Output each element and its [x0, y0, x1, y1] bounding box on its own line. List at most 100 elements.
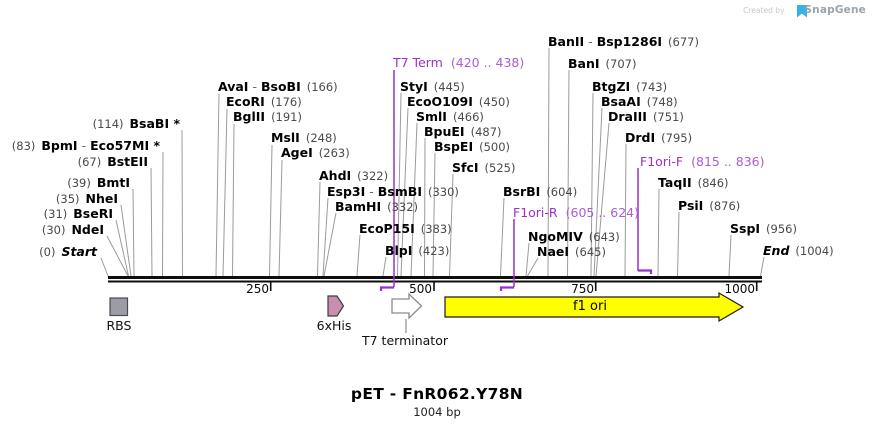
site-name: BstEII: [107, 154, 148, 169]
leader-line: [728, 234, 732, 277]
site-position: (0): [39, 245, 56, 259]
site-label-sfci[interactable]: SfcI (525): [452, 161, 515, 175]
site-label-bpuei[interactable]: BpuEI (487): [424, 125, 502, 139]
site-label-btgzi[interactable]: BtgZI (743): [592, 80, 667, 94]
site-name: SspI: [730, 221, 761, 236]
site-label-start[interactable]: (0) Start: [39, 245, 97, 259]
site-label-psii[interactable]: PsiI (876): [678, 199, 740, 213]
site-label-bseri[interactable]: (31) BseRI: [44, 207, 113, 221]
feature-6xhis[interactable]: [327, 295, 345, 317]
site-name: BsaAI: [601, 94, 641, 109]
site-position: (677): [668, 35, 699, 49]
site-position: (332): [387, 200, 419, 214]
site-label-ecoo109i[interactable]: EcoO109I (450): [407, 95, 510, 109]
site-label-agei[interactable]: AgeI (263): [281, 146, 350, 160]
site-label-draiii[interactable]: DraIII (751): [608, 110, 684, 124]
site-name-separator: -: [252, 79, 257, 94]
primer-label-f1ori-r[interactable]: F1ori-R (605 .. 624): [513, 206, 639, 219]
leader-line: [527, 257, 539, 277]
site-name: Esp3I: [327, 184, 366, 199]
leader-line: [677, 211, 680, 277]
site-label-ahdi[interactable]: AhdI (322): [319, 169, 388, 183]
site-label-drdi[interactable]: DrdI (795): [625, 131, 692, 145]
site-label-bglii[interactable]: BglII (191): [233, 110, 302, 124]
site-position: (876): [709, 199, 741, 213]
leader-lines: [100, 47, 765, 277]
ruler-number-1000: 1000: [724, 282, 755, 296]
site-label-ecori[interactable]: EcoRI (176): [226, 95, 302, 109]
site-label-bspei[interactable]: BspEI (500): [434, 140, 510, 154]
site-name: BsmBI: [377, 184, 422, 199]
site-label-styi[interactable]: StyI (445): [400, 80, 465, 94]
site-name: BtgZI: [592, 79, 631, 94]
site-label-ecop15i[interactable]: EcoP15I (383): [359, 222, 452, 236]
leader-line: [106, 235, 129, 277]
primer-label-f1ori-f[interactable]: F1ori-F (815 .. 836): [640, 155, 764, 168]
site-label-bsrbi[interactable]: BsrBI (604): [503, 185, 577, 199]
leader-line: [595, 122, 610, 277]
leader-line: [120, 204, 132, 277]
site-label-ngomiv[interactable]: NgoMIV (643): [528, 230, 620, 244]
site-label-bamhi[interactable]: BamHI (332): [335, 200, 418, 214]
site-name: BsaBI *: [129, 116, 180, 131]
site-label-blpi[interactable]: BlpI (423): [385, 244, 449, 258]
site-label-bmti[interactable]: (39) BmtI: [67, 176, 130, 190]
feature-label-f1-ori: f1 ori: [573, 299, 607, 314]
primer-label-t7-term[interactable]: T7 Term (420 .. 438): [393, 56, 524, 69]
leader-line: [115, 219, 129, 277]
site-position: (846): [697, 176, 729, 190]
snapgene-brand: SnapGene: [804, 4, 866, 16]
site-label-msli[interactable]: MslI (248): [271, 131, 337, 145]
site-name: BseRI: [73, 206, 113, 221]
site-position: (67): [77, 155, 102, 169]
site-label-end[interactable]: End (1004): [763, 244, 834, 258]
site-name: NgoMIV: [528, 229, 583, 244]
primer-arrow-f1ori-r[interactable]: [499, 286, 514, 292]
plasmid-title: pET - FnR062.Y78N: [350, 385, 524, 403]
site-label-bani[interactable]: BanI (707): [568, 57, 636, 71]
site-position: (191): [271, 110, 302, 124]
leader-line: [132, 188, 135, 277]
site-position: (743): [636, 80, 668, 94]
site-name: BpmI: [41, 138, 78, 153]
site-label-smli[interactable]: SmlI (466): [416, 110, 484, 124]
site-label-avai-bsobi[interactable]: AvaI - BsoBI (166): [218, 80, 338, 94]
site-label-bsteii[interactable]: (67) BstEII: [78, 155, 148, 169]
leader-line: [322, 197, 329, 277]
ruler-number-250: 250: [246, 282, 269, 296]
site-position: (487): [470, 125, 502, 139]
site-position: (1004): [795, 244, 834, 258]
site-name-separator: -: [369, 184, 374, 199]
feature-rbs[interactable]: [109, 297, 129, 317]
primer-arrow-f1ori-f[interactable]: [638, 269, 653, 275]
site-position: (423): [418, 244, 450, 258]
feature-label-6xhis: 6xHis: [316, 318, 352, 333]
site-name: BsrBI: [503, 184, 541, 199]
feature-t7-terminator[interactable]: [391, 292, 423, 320]
site-position: (35): [55, 192, 80, 206]
leader-line: [232, 123, 235, 277]
site-label-bsabi[interactable]: (114) BsaBI *: [93, 117, 180, 131]
feature-f1-ori[interactable]: [444, 291, 745, 323]
site-name: AgeI: [281, 145, 313, 160]
site-name: End: [763, 243, 790, 258]
leader-line: [150, 167, 153, 277]
site-label-nhei[interactable]: (35) NheI: [56, 192, 118, 206]
site-name: SmlI: [416, 109, 447, 124]
site-label-esp3i-bsmbi[interactable]: Esp3I - BsmBI (330): [327, 185, 459, 199]
site-label-bsaai[interactable]: BsaAI (748): [601, 95, 678, 109]
site-label-ndei[interactable]: (30) NdeI: [42, 223, 104, 237]
site-label-naei[interactable]: NaeI (645): [537, 245, 606, 259]
site-label-taqii[interactable]: TaqII (846): [658, 176, 729, 190]
site-position: (263): [318, 146, 350, 160]
site-label-banii-bsp1286i[interactable]: BanII - Bsp1286I (677): [548, 35, 699, 49]
site-name: EcoRI: [226, 94, 265, 109]
site-label-sspi[interactable]: SspI (956): [730, 222, 797, 236]
primer-arrow-t7-term[interactable]: [379, 286, 394, 292]
site-label-bpmi-eco57mi[interactable]: (83) BpmI - Eco57MI *: [12, 139, 160, 153]
primer-name: F1ori-R: [513, 205, 558, 220]
leader-line: [400, 107, 409, 277]
primer-range: (420 .. 438): [450, 55, 525, 70]
primer-name: T7 Term: [393, 55, 443, 70]
